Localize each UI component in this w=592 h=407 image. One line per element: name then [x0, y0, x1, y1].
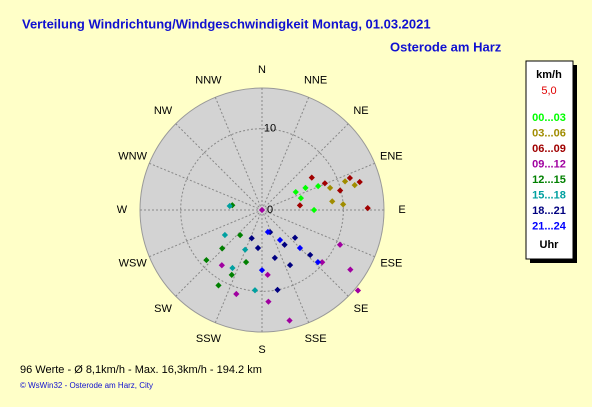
legend-title: km/h	[536, 69, 562, 81]
r-tick-label: 10	[264, 123, 276, 135]
spoke	[214, 209, 263, 323]
footer: 96 Werte - Ø 8,1km/h - Max. 16,3km/h - 1…	[20, 364, 262, 376]
legend-entry: 03...06	[532, 127, 566, 139]
point	[326, 184, 334, 191]
legend-footer: Uhr	[540, 239, 560, 251]
legend-entry: 18...21	[532, 205, 566, 217]
legend-entry: 15...18	[532, 189, 566, 201]
direction-label: WSW	[119, 257, 148, 269]
direction-label: NE	[353, 105, 368, 117]
spoke	[261, 209, 375, 258]
credit: © WsWin32 - Osterode am Harz, City	[20, 381, 153, 390]
point	[264, 271, 271, 278]
point	[351, 182, 358, 189]
spoke	[149, 162, 263, 211]
grid-ring	[180, 128, 344, 292]
legend-entry: 21...24	[532, 220, 567, 232]
point	[219, 245, 226, 252]
point	[347, 266, 354, 273]
direction-label: E	[398, 204, 405, 216]
spoke	[149, 209, 263, 258]
direction-label: WNW	[118, 150, 147, 162]
point	[319, 259, 326, 266]
direction-label: SE	[354, 303, 369, 315]
direction-label: W	[117, 204, 128, 216]
point	[258, 267, 266, 274]
spoke	[175, 209, 263, 297]
direction-label: SW	[154, 303, 172, 315]
direction-label: NNW	[195, 75, 222, 87]
direction-label: NNE	[304, 75, 327, 87]
spoke	[261, 123, 349, 211]
point	[226, 202, 233, 210]
point	[242, 246, 249, 253]
point	[265, 298, 272, 305]
point	[354, 287, 362, 294]
point	[229, 264, 236, 272]
spoke	[214, 97, 263, 211]
point	[286, 261, 294, 269]
legend-entry: 12...15	[532, 174, 566, 186]
chart-title: Verteilung Windrichtung/Windgeschwindigk…	[22, 16, 431, 31]
direction-label: N	[258, 64, 266, 76]
legend-entry: 00...03	[532, 112, 566, 124]
direction-label: SSW	[196, 333, 222, 345]
point	[221, 231, 229, 239]
r-tick-label: 0	[267, 204, 273, 216]
point	[237, 232, 244, 239]
direction-label: ESE	[380, 257, 402, 269]
direction-label: ENE	[380, 150, 403, 162]
point	[314, 259, 322, 266]
legend-value: 5,0	[541, 85, 556, 97]
legend-entry: 09...12	[532, 158, 566, 170]
point	[274, 286, 281, 293]
point	[286, 317, 293, 324]
legend-entry: 06...09	[532, 143, 566, 155]
point	[341, 178, 349, 185]
direction-label: SSE	[305, 333, 327, 345]
legend-box	[525, 60, 574, 260]
spoke	[261, 97, 310, 211]
spoke	[261, 209, 349, 297]
chart-subtitle: Osterode am Harz	[390, 39, 502, 54]
direction-label: S	[258, 344, 265, 356]
spoke	[175, 123, 263, 211]
spoke	[261, 209, 310, 323]
direction-label: NW	[154, 105, 173, 117]
